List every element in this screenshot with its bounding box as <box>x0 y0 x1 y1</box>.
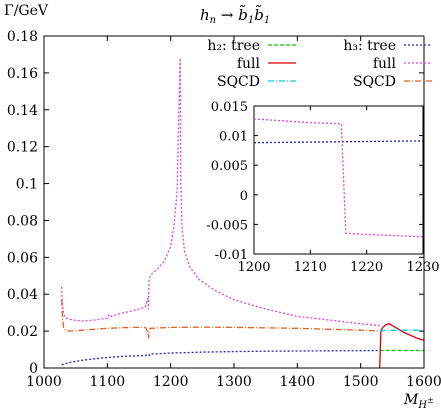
y-axis-label: Γ/GeV <box>4 3 49 19</box>
plot-frame <box>43 35 425 369</box>
main-axes: 1000 1100 1200 1300 1400 1500 1600 0 0.02 0.04 0.0… <box>7 29 441 390</box>
inset-series-line <box>253 140 424 144</box>
legend: h₂: tree full SQCD h₃: tree full SQCD <box>207 38 432 90</box>
inset-y-tick-label: -0.01 <box>215 248 248 263</box>
inset-y-tick-label: 0.005 <box>211 159 248 174</box>
inset-x-tick-label: 1210 <box>294 260 327 275</box>
x-tick-label: 1600 <box>406 374 441 390</box>
y-tick-label: 0.12 <box>7 140 38 156</box>
legend-label: h₃: tree <box>343 38 396 54</box>
inset-y-tick-label: 0 <box>240 189 248 204</box>
legend-label: SQCD <box>353 74 396 90</box>
chart-title: hn → b̃1b̃1 <box>200 5 270 26</box>
series-line-h2_full <box>379 322 425 369</box>
y-tick-label: 0.18 <box>7 29 38 45</box>
y-tick-label: 0.02 <box>7 324 38 340</box>
inset-frame <box>253 105 424 255</box>
y-tick-label: 0.14 <box>7 103 38 119</box>
main-series <box>61 58 425 369</box>
y-tick-label: 0.1 <box>16 177 38 193</box>
inset-y-tick-label: 0.015 <box>211 100 248 115</box>
inset-chart: 1200 1210 1220 1230 -0.01 -0.005 0 0.005 0.01 0.0… <box>206 100 439 275</box>
inset-x-tick-label: 1200 <box>237 260 270 275</box>
inset-x-tick-label: 1230 <box>406 260 439 275</box>
y-tick-label: 0.16 <box>7 66 38 82</box>
y-tick-label: 0.04 <box>7 287 38 303</box>
inset-x-tick-label: 1220 <box>350 260 383 275</box>
inset-y-tick-label: 0.01 <box>219 130 248 145</box>
y-tick-label: 0.08 <box>7 213 38 229</box>
legend-label: h₂: tree <box>207 38 260 54</box>
legend-label: full <box>237 56 261 72</box>
x-tick-label: 1000 <box>26 374 62 390</box>
x-tick-label: 1200 <box>153 374 189 390</box>
series-line-h3_sqcd <box>61 299 380 339</box>
x-tick-label: 1100 <box>90 374 126 390</box>
x-tick-label: 1500 <box>343 374 379 390</box>
x-tick-label: 1400 <box>280 374 316 390</box>
inset-series-line <box>253 118 424 238</box>
y-tick-label: 0 <box>29 361 38 377</box>
legend-label: full <box>373 56 397 72</box>
y-tick-label: 0.06 <box>7 250 38 266</box>
x-tick-label: 1300 <box>216 374 252 390</box>
x-axis-label: MH± <box>403 392 434 409</box>
legend-label: SQCD <box>217 74 260 90</box>
series-line-h2_sqcd <box>379 329 424 332</box>
series-line-h3_full <box>61 58 380 327</box>
inset-y-tick-label: -0.005 <box>206 218 248 233</box>
series-line-h3_tree <box>61 349 379 366</box>
